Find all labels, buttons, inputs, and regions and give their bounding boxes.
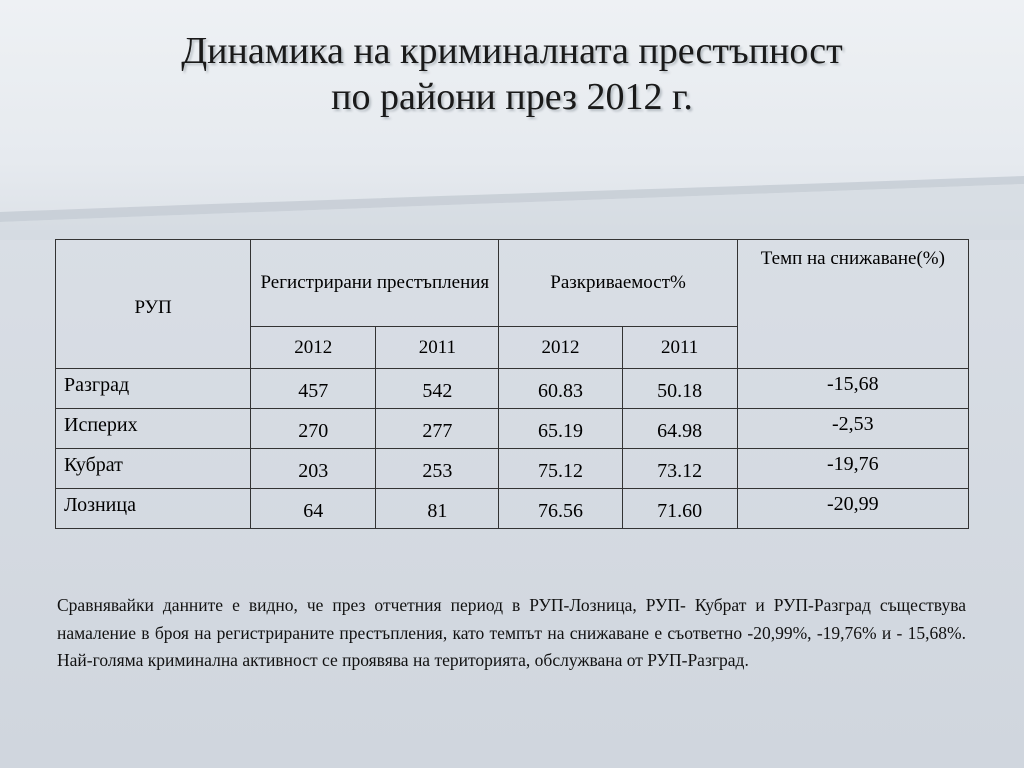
detection-2011: 64.98 bbox=[621, 408, 738, 449]
tempo-value: -19,76 bbox=[736, 448, 970, 489]
rup-name: Разград bbox=[54, 368, 252, 409]
registered-2011: 277 bbox=[375, 408, 500, 449]
detection-2012: 76.56 bbox=[498, 488, 623, 529]
registered-2011: 81 bbox=[375, 488, 500, 529]
table-row: Разград 457 542 60.83 50.18 -15,68 bbox=[54, 368, 970, 409]
slide-title: Динамика на криминалната престъпност по … bbox=[0, 28, 1024, 120]
table-row: Кубрат 203 253 75.12 73.12 -19,76 bbox=[54, 448, 970, 489]
title-line-2: по райони през 2012 г. bbox=[331, 76, 693, 118]
header-registered: Регистрирани престъпления bbox=[250, 238, 500, 328]
year-header: 2012 bbox=[498, 326, 623, 369]
table-row: Лозница 64 81 76.56 71.60 -20,99 bbox=[54, 488, 970, 529]
year-header: 2011 bbox=[621, 326, 738, 369]
rup-name: Кубрат bbox=[54, 448, 252, 489]
tempo-value: -15,68 bbox=[736, 368, 970, 409]
header-detection: Разкриваемост% bbox=[498, 238, 738, 328]
header-row: РУП Регистрирани престъпления Разкриваем… bbox=[54, 238, 970, 369]
registered-2011: 542 bbox=[375, 368, 500, 409]
title-line-1: Динамика на криминалната престъпност bbox=[181, 30, 843, 72]
decorative-swoosh bbox=[0, 176, 1024, 240]
detection-2011: 50.18 bbox=[621, 368, 738, 409]
rup-name: Лозница bbox=[54, 488, 252, 529]
summary-paragraph: Сравнявайки данните е видно, че през отч… bbox=[57, 595, 966, 670]
detection-2012: 60.83 bbox=[498, 368, 623, 409]
registered-2011: 253 bbox=[375, 448, 500, 489]
registered-2012: 64 bbox=[250, 488, 377, 529]
detection-2011: 73.12 bbox=[621, 448, 738, 489]
header-tempo: Темп на снижаване(%) bbox=[736, 239, 970, 369]
rup-name: Исперих bbox=[54, 408, 252, 449]
year-row: 2012 2011 2012 2011 bbox=[56, 326, 969, 369]
crime-statistics-table: РУП Регистрирани престъпления Разкриваем… bbox=[54, 238, 970, 529]
detection-2011: 71.60 bbox=[621, 488, 738, 529]
header-rup: РУП bbox=[54, 239, 252, 369]
registered-2012: 457 bbox=[250, 368, 377, 409]
tempo-value: -20,99 bbox=[736, 488, 970, 529]
year-header: 2011 bbox=[375, 326, 500, 369]
table-row: Исперих 270 277 65.19 64.98 -2,53 bbox=[54, 408, 970, 449]
detection-2012: 65.19 bbox=[498, 408, 623, 449]
registered-2012: 270 bbox=[250, 408, 377, 449]
year-header: 2012 bbox=[250, 326, 377, 369]
detection-2012: 75.12 bbox=[498, 448, 623, 489]
tempo-value: -2,53 bbox=[736, 408, 970, 449]
registered-2012: 203 bbox=[250, 448, 377, 489]
